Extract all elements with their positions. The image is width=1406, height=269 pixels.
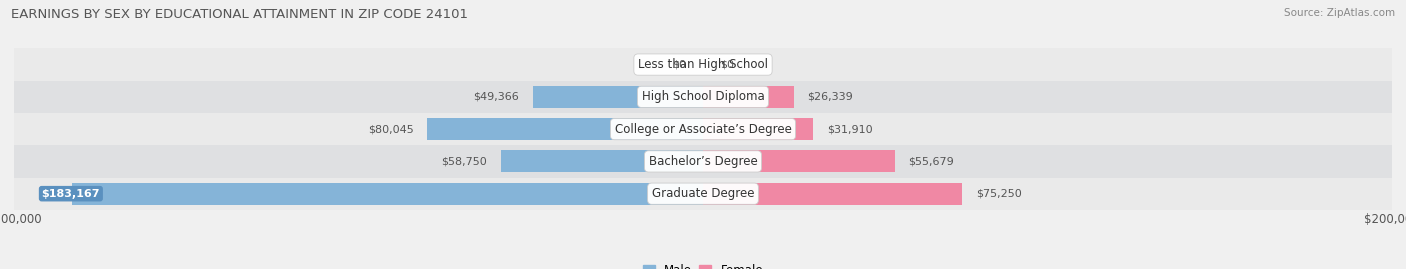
Bar xyxy=(703,118,813,140)
Bar xyxy=(703,86,794,108)
Text: $31,910: $31,910 xyxy=(827,124,872,134)
Text: $26,339: $26,339 xyxy=(807,92,853,102)
Bar xyxy=(533,86,703,108)
Bar xyxy=(501,150,703,172)
Bar xyxy=(14,145,1392,178)
Text: $0: $0 xyxy=(672,59,686,70)
Bar xyxy=(14,178,1392,210)
Bar xyxy=(703,183,962,205)
Bar xyxy=(703,150,894,172)
Text: EARNINGS BY SEX BY EDUCATIONAL ATTAINMENT IN ZIP CODE 24101: EARNINGS BY SEX BY EDUCATIONAL ATTAINMEN… xyxy=(11,8,468,21)
Text: College or Associate’s Degree: College or Associate’s Degree xyxy=(614,123,792,136)
Text: High School Diploma: High School Diploma xyxy=(641,90,765,103)
Text: $0: $0 xyxy=(720,59,734,70)
Bar xyxy=(72,183,703,205)
Text: $80,045: $80,045 xyxy=(368,124,413,134)
Bar xyxy=(427,118,703,140)
Text: Less than High School: Less than High School xyxy=(638,58,768,71)
Text: Bachelor’s Degree: Bachelor’s Degree xyxy=(648,155,758,168)
Text: $183,167: $183,167 xyxy=(42,189,100,199)
Text: $75,250: $75,250 xyxy=(976,189,1022,199)
Bar xyxy=(14,81,1392,113)
Text: Graduate Degree: Graduate Degree xyxy=(652,187,754,200)
Text: Source: ZipAtlas.com: Source: ZipAtlas.com xyxy=(1284,8,1395,18)
Text: $55,679: $55,679 xyxy=(908,156,955,167)
Bar xyxy=(14,113,1392,145)
Legend: Male, Female: Male, Female xyxy=(643,264,763,269)
Bar xyxy=(14,48,1392,81)
Text: $58,750: $58,750 xyxy=(441,156,486,167)
Text: $49,366: $49,366 xyxy=(474,92,519,102)
